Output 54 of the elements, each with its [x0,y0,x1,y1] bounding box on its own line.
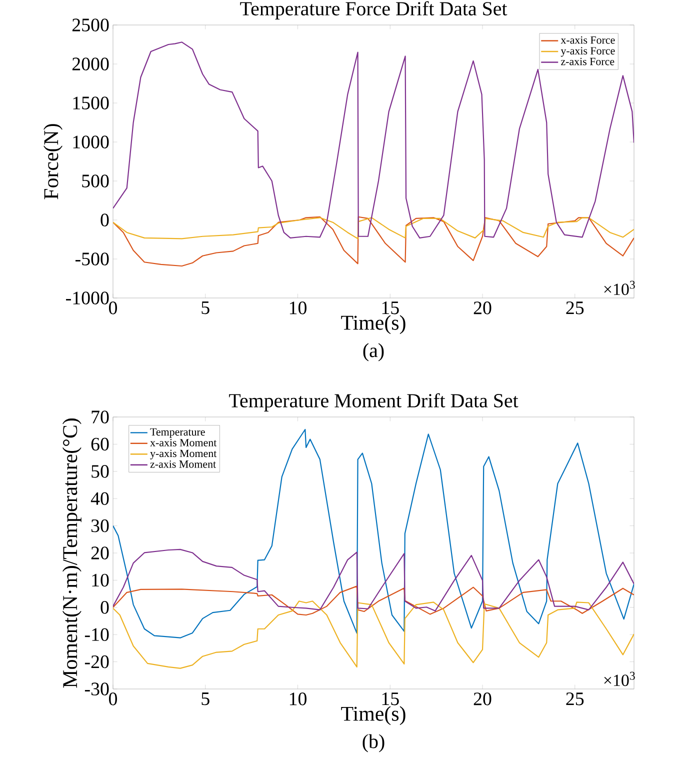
x-tick-label: 0 [108,692,117,706]
x-axis-title: Time(s) [341,315,406,334]
x-tick-label: 15 [382,302,399,314]
y-tick-label: 60 [91,438,109,451]
y-axis-title: Moment(N·m)/Temperature(°C) [62,418,82,688]
x-tick-label: 15 [382,692,399,706]
x-tick-label: 10 [290,302,306,314]
legend-label: x-axis Moment [150,439,217,446]
y-tick-label: 30 [91,519,109,532]
annotation: ×10$^{3}$ [604,280,635,296]
x-tick-label: 25 [566,692,584,706]
y-tick-label: 0 [100,214,109,226]
x-tick-label: 5 [202,692,210,706]
y-tick-label: 40 [90,492,109,505]
y-tick-label: 50 [92,465,109,478]
y-axis-title: Force(N) [44,124,62,200]
y-tick-label: 10 [92,574,109,587]
legend-label: x-axis Force [560,36,615,44]
x-tick-label: 25 [566,302,584,314]
line-series [113,428,634,638]
legend-label: z-axis Moment [150,460,216,468]
x-tick-label: 5 [202,302,210,314]
x-axis-title: Time(s) [341,706,406,726]
legend-label: z-axis Force [561,58,614,66]
chart-title: Temperature Force Drift Data Set [240,1,508,20]
y-tick-label: 0 [100,601,109,614]
text: (a) [363,343,384,362]
line-series [113,217,634,240]
x-tick-label: 10 [290,692,306,706]
y-tick-label: -20 [84,655,109,668]
x-tick-label: 20 [474,692,492,706]
y-tick-label: 500 [82,174,109,188]
line-series [113,216,634,267]
y-tick-label: -30 [84,682,109,696]
line-series [113,600,634,669]
chart-title: Temperature Moment Drift Data Set [229,393,518,412]
y-tick-label: 2500 [72,18,109,32]
x-tick-label: 20 [474,302,492,314]
y-tick-label: 20 [91,546,109,560]
line-series [113,548,634,612]
legend-label: y-axis Moment [150,450,217,460]
y-tick-label: 70 [92,410,109,424]
legend-label: y-axis Force [560,47,615,57]
y-tick-label: -10 [84,628,109,641]
legend-label: Temperature [150,428,205,438]
y-tick-label: 2000 [72,58,109,70]
y-tick-label: 1500 [73,96,109,110]
x-tick-label: 0 [108,302,117,314]
y-tick-label: -1000 [66,292,109,304]
y-tick-label: -500 [75,252,109,266]
text: (b) [362,734,384,752]
line-series [113,586,634,616]
annotation: ×10$^{3}$ [604,672,635,686]
y-tick-label: 1000 [73,136,109,148]
